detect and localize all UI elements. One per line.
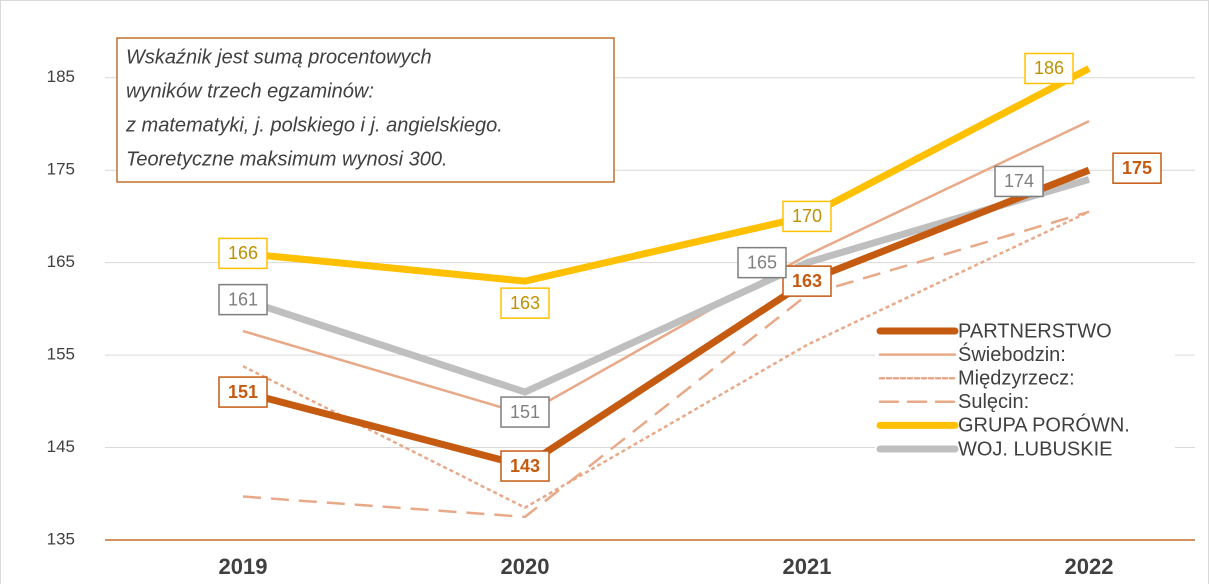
data-label-box xyxy=(994,165,1044,198)
data-label-box xyxy=(782,265,832,297)
y-tick-label: 185 xyxy=(47,67,75,86)
legend-bg xyxy=(875,438,1175,461)
legend-bg xyxy=(875,343,1175,367)
series-line xyxy=(242,166,1091,470)
data-label-box xyxy=(218,237,268,270)
legend-bg xyxy=(875,320,1175,343)
legend-label: Świebodzin: xyxy=(958,342,1066,366)
data-label-box xyxy=(500,450,550,482)
x-tick-label: 2019 xyxy=(219,554,268,579)
annotation-text: Wskaźnik jest sumą procentowych xyxy=(126,46,432,68)
data-label: 163 xyxy=(510,293,540,313)
x-tick-label: 2022 xyxy=(1065,554,1114,579)
x-tick-label: 2020 xyxy=(501,554,550,579)
data-label: 163 xyxy=(792,271,822,291)
data-label: 170 xyxy=(792,206,822,226)
y-tick-label: 165 xyxy=(47,252,75,271)
data-label-box xyxy=(500,287,550,319)
legend-bg xyxy=(875,390,1175,414)
annotation-text: Teoretyczne maksimum wynosi 300. xyxy=(126,148,448,170)
series-line xyxy=(242,210,1090,509)
data-label: 151 xyxy=(510,402,540,422)
series-line xyxy=(242,210,1090,519)
annotation-text: z matematyki, j. polskiego i j. angielsk… xyxy=(125,114,503,136)
data-label: 165 xyxy=(747,252,777,272)
data-label: 161 xyxy=(228,289,258,309)
legend-label: GRUPA PORÓWN. xyxy=(958,414,1130,437)
legend-label: PARTNERSTWO xyxy=(958,320,1112,342)
annotation-box xyxy=(116,37,615,183)
series-line xyxy=(242,65,1091,285)
series-line xyxy=(241,176,1090,396)
data-label-box xyxy=(1024,52,1074,85)
y-tick-label: 145 xyxy=(47,437,75,456)
y-tick-label: 175 xyxy=(47,160,75,179)
data-label: 174 xyxy=(1004,171,1034,191)
data-label-box xyxy=(782,200,832,233)
data-label: 186 xyxy=(1034,58,1064,78)
y-tick-label: 135 xyxy=(47,529,75,548)
legend-label: Sulęcin: xyxy=(958,391,1029,413)
legend-bg xyxy=(875,367,1175,391)
legend-bg xyxy=(875,414,1175,438)
legend-label: Międzyrzecz: xyxy=(958,367,1075,389)
data-label: 143 xyxy=(510,456,540,476)
y-tick-label: 155 xyxy=(47,345,75,364)
data-label: 175 xyxy=(1122,158,1152,178)
data-label-box xyxy=(500,396,550,428)
data-label: 166 xyxy=(228,243,258,263)
legend-label: WOJ. LUBUSKIE xyxy=(958,438,1112,460)
x-tick-label: 2021 xyxy=(783,554,832,579)
data-label: 151 xyxy=(228,382,258,402)
data-label-box xyxy=(218,376,268,408)
series-line xyxy=(242,120,1090,416)
data-label-box xyxy=(1112,152,1162,184)
data-label-box xyxy=(218,283,268,316)
data-label-box xyxy=(737,246,787,279)
annotation-text: wyników trzech egzaminów: xyxy=(126,80,374,102)
